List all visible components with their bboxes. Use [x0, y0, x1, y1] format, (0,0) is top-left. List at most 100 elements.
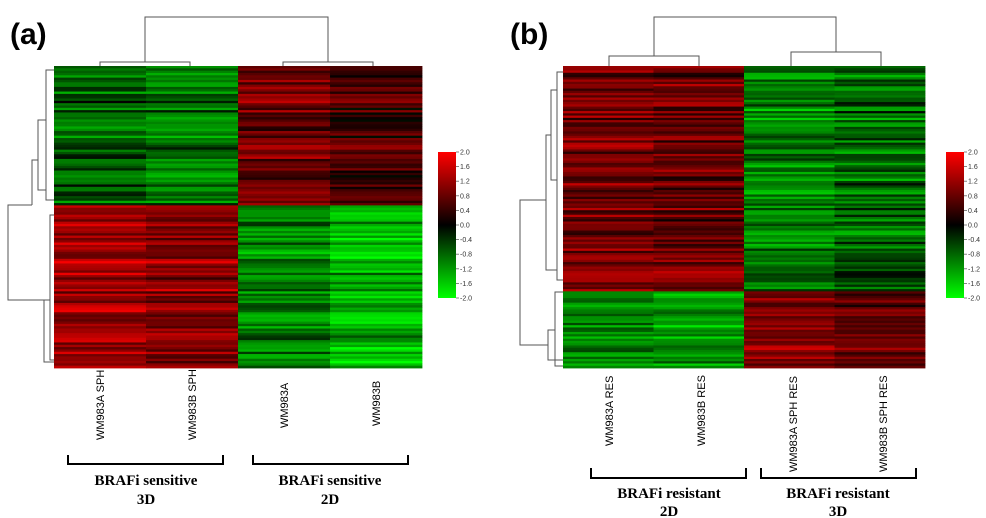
- panel-b-heatmap-cell: [563, 271, 654, 274]
- panel-b-heatmap-cell: [834, 298, 926, 301]
- panel-b-scale-tick-label: -2.0: [968, 296, 980, 303]
- panel-b-heatmap-cell: [744, 262, 835, 265]
- panel-b-heatmap-cell: [563, 340, 654, 344]
- panel-a-heatmap-cell: [54, 307, 147, 311]
- panel-a-heatmap-cell: [54, 361, 147, 364]
- panel-b-heatmap-cell: [834, 135, 926, 139]
- panel-b-heatmap-cell: [744, 95, 835, 98]
- panel-a-heatmap-cell: [238, 214, 331, 218]
- panel-a-heatmap-cell: [238, 295, 331, 299]
- panel-b-heatmap-cell: [563, 205, 654, 209]
- panel-b-heatmap-cell: [563, 210, 654, 213]
- panel-b-heatmap-cell: [834, 248, 926, 252]
- panel-b-heatmap-cell: [834, 201, 926, 204]
- panel-a-heatmap-cell: [330, 135, 423, 139]
- panel-b-heatmap-cell: [653, 217, 745, 220]
- panel-a-heatmap-cell: [146, 107, 239, 111]
- panel-b-heatmap-cell: [834, 149, 926, 153]
- panel-a-heatmap-cell: [238, 221, 331, 225]
- panel-b-heatmap-cell: [744, 293, 835, 297]
- panel-b-heatmap-cell: [653, 284, 745, 288]
- panel-a-heatmap-cell: [238, 158, 331, 162]
- panel-a-heatmap-cell: [238, 326, 331, 329]
- panel-a-heatmap-cell: [330, 309, 423, 313]
- panel-b-heatmap-cell: [744, 97, 835, 101]
- panel-b-heatmap-cell: [744, 239, 835, 243]
- panel-b-heatmap-cell: [834, 307, 926, 310]
- panel-a-heatmap-cell: [146, 242, 239, 246]
- panel-a-heatmap-cell: [238, 77, 331, 81]
- panel-a-heatmap-cell: [54, 249, 147, 253]
- panel-a-heatmap-cell: [146, 77, 239, 81]
- panel-b-heatmap-cell: [653, 79, 745, 83]
- panel-b-heatmap-cell: [563, 167, 654, 171]
- panel-b-heatmap-cell: [744, 228, 835, 231]
- panel-b-heatmap-cell: [563, 160, 654, 164]
- panel-a-heatmap-cell: [330, 223, 423, 227]
- panel-b-heatmap-cell: [563, 295, 654, 299]
- panel-b-heatmap-cell: [563, 302, 654, 306]
- panel-b-heatmap-cell: [834, 117, 926, 121]
- panel-a-heatmap-cell: [238, 351, 331, 355]
- panel-a-heatmap-cell: [146, 112, 239, 116]
- panel-a-heatmap-cell: [238, 210, 331, 213]
- panel-a-heatmap-cell: [54, 82, 147, 85]
- panel-b-heatmap-cell: [744, 250, 835, 254]
- panel-b-heatmap-cell: [563, 151, 654, 155]
- panel-b-heatmap-cell: [653, 147, 745, 150]
- panel-b-heatmap-cell: [834, 70, 926, 74]
- panel-a-heatmap-cell: [146, 333, 239, 336]
- panel-a-heatmap-cell: [330, 340, 423, 343]
- panel-b-heatmap-cell: [744, 295, 835, 299]
- panel-a-heatmap-cell: [54, 124, 147, 127]
- panel-a-heatmap-cell: [146, 91, 239, 95]
- panel-b-heatmap-cell: [744, 217, 835, 220]
- panel-b-heatmap-cell: [744, 271, 835, 274]
- panel-b-row-dendrogram: [519, 71, 563, 367]
- panel-b-heatmap-cell: [563, 79, 654, 83]
- panel-b-heatmap-cell: [653, 171, 745, 175]
- panel-b-heatmap-cell: [834, 93, 926, 96]
- panel-a-heatmap-cell: [330, 151, 423, 155]
- panel-a-heatmap-cell: [54, 112, 147, 116]
- panel-a-heatmap-cell: [330, 68, 423, 72]
- panel-a-heatmap-cell: [238, 242, 331, 246]
- panel-a-heatmap-cell: [238, 258, 331, 262]
- panel-a-heatmap-cell: [330, 254, 423, 257]
- panel-a-heatmap-cell: [330, 219, 423, 223]
- panel-a-heatmap-cell: [146, 295, 239, 299]
- panel-a-heatmap-cell: [330, 107, 423, 111]
- panel-a-heatmap-cell: [238, 84, 331, 88]
- panel-a-heatmap-cell: [238, 212, 331, 216]
- panel-b-heatmap-cell: [834, 108, 926, 112]
- panel-a-heatmap-cell: [54, 179, 147, 183]
- panel-a-heatmap-cell: [54, 105, 147, 109]
- panel-a-heatmap-cell: [54, 351, 147, 355]
- panel-a-heatmap-cell: [146, 226, 239, 230]
- panel-b-heatmap-cell: [744, 255, 835, 258]
- panel-b-heatmap-cell: [653, 117, 745, 121]
- panel-b-heatmap-cell: [653, 291, 745, 295]
- panel-b-heatmap-cell: [563, 230, 654, 234]
- panel-b-heatmap-cell: [563, 129, 654, 132]
- panel-b-heatmap-cell: [834, 72, 926, 76]
- panel-b-heatmap-cell: [744, 284, 835, 288]
- panel-a-heatmap-cell: [330, 321, 423, 325]
- panel-b-heatmap-cell: [834, 86, 926, 89]
- panel-a-heatmap-cell: [330, 221, 423, 225]
- panel-a-heatmap-cell: [54, 210, 147, 213]
- panel-a-heatmap-cell: [330, 98, 423, 102]
- panel-a-heatmap-cell: [238, 186, 331, 190]
- panel-b-heatmap-cell: [563, 322, 654, 326]
- panel-a-heatmap-cell: [330, 237, 423, 241]
- panel-a-heatmap-cell: [146, 154, 239, 157]
- panel-a-heatmap-cell: [330, 147, 423, 151]
- panel-a-heatmap-cell: [330, 149, 423, 153]
- panel-b-heatmap-cell: [653, 165, 745, 168]
- panel-b-heatmap-cell: [834, 320, 926, 324]
- panel-b-heatmap-cell: [563, 192, 654, 195]
- panel-b-heatmap-cell: [744, 90, 835, 94]
- panel-a-heatmap-cell: [330, 265, 423, 269]
- panel-a-heatmap-cell: [54, 254, 147, 257]
- panel-b-scale-tick-label: -1.2: [968, 266, 980, 273]
